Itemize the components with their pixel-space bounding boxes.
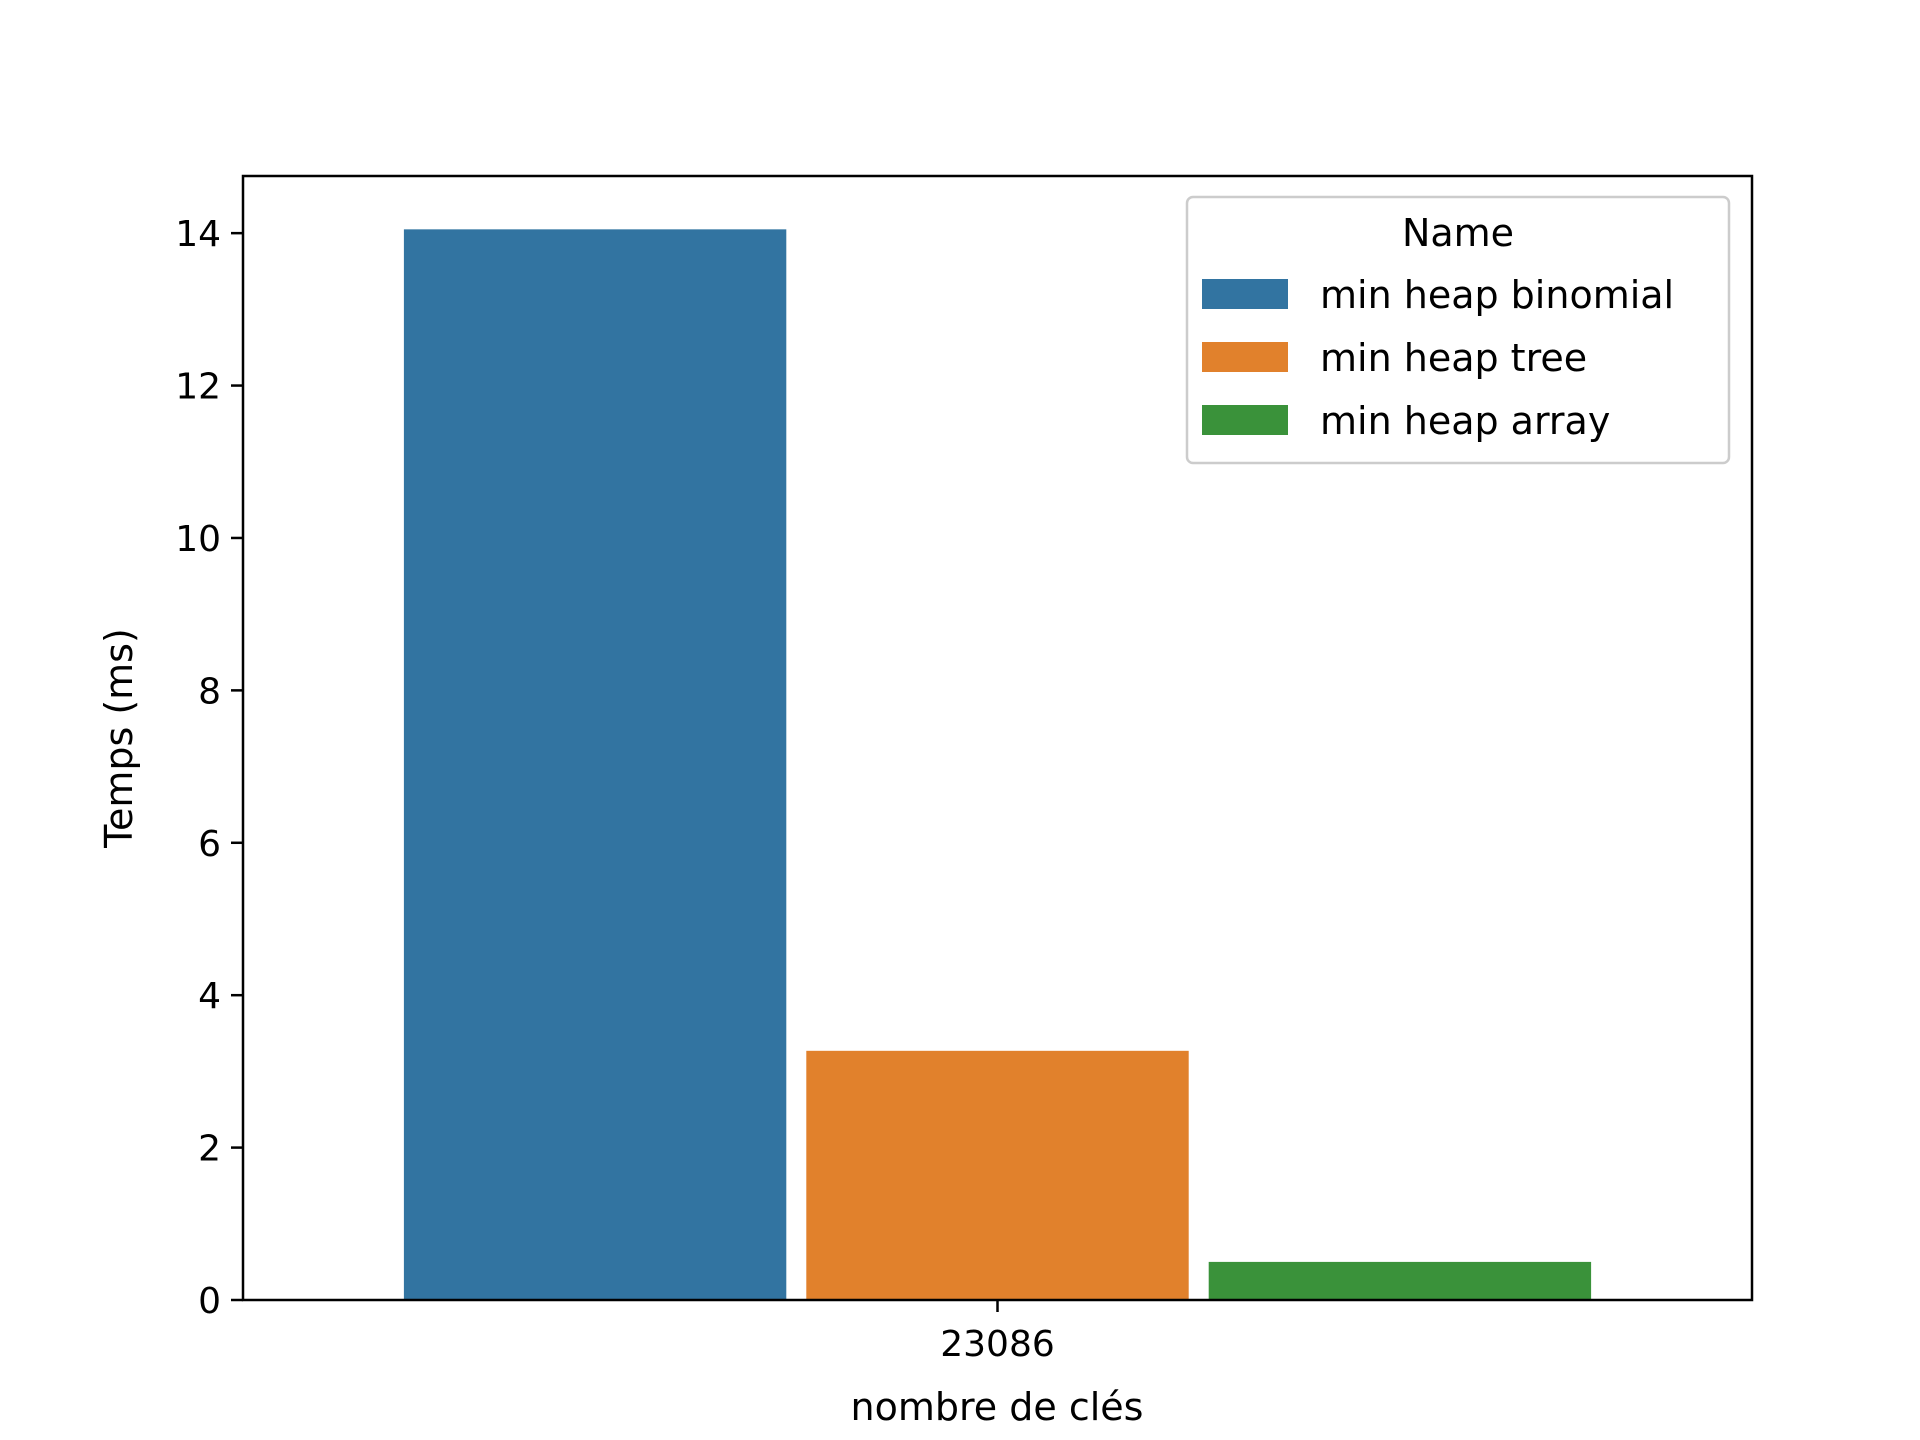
legend-swatch [1202,279,1288,309]
bar-min-heap-tree [806,1050,1189,1300]
x-tick-label: 23086 [940,1324,1055,1365]
legend-box [1185,195,1731,465]
legend-swatch [1202,342,1288,372]
bar-min-heap-array [1208,1261,1592,1300]
x-axis: 23086 [940,1300,1055,1365]
y-axis: 0 2 4 6 8 10 12 14 [175,214,243,1322]
y-tick-label: 2 [198,1129,221,1170]
bars-group [403,229,1592,1300]
legend-label: min heap binomial [1320,273,1674,317]
y-tick-label: 10 [175,519,221,560]
legend-swatch [1202,405,1288,435]
legend-label: min heap array [1320,399,1610,443]
bar-min-heap-binomial [403,229,787,1300]
y-axis-label: Temps (ms) [97,628,141,849]
legend-entries: min heap binomial min heap tree min heap a… [1202,273,1674,443]
y-tick-label: 6 [198,824,221,865]
legend-title: Name [1402,211,1514,255]
y-tick-label: 0 [198,1281,221,1322]
x-axis-label: nombre de clés [851,1385,1144,1429]
y-tick-label: 14 [175,214,221,255]
y-tick-label: 12 [175,367,221,408]
legend-label: min heap tree [1320,336,1587,380]
y-tick-label: 4 [198,976,221,1017]
y-tick-label: 8 [198,671,221,712]
